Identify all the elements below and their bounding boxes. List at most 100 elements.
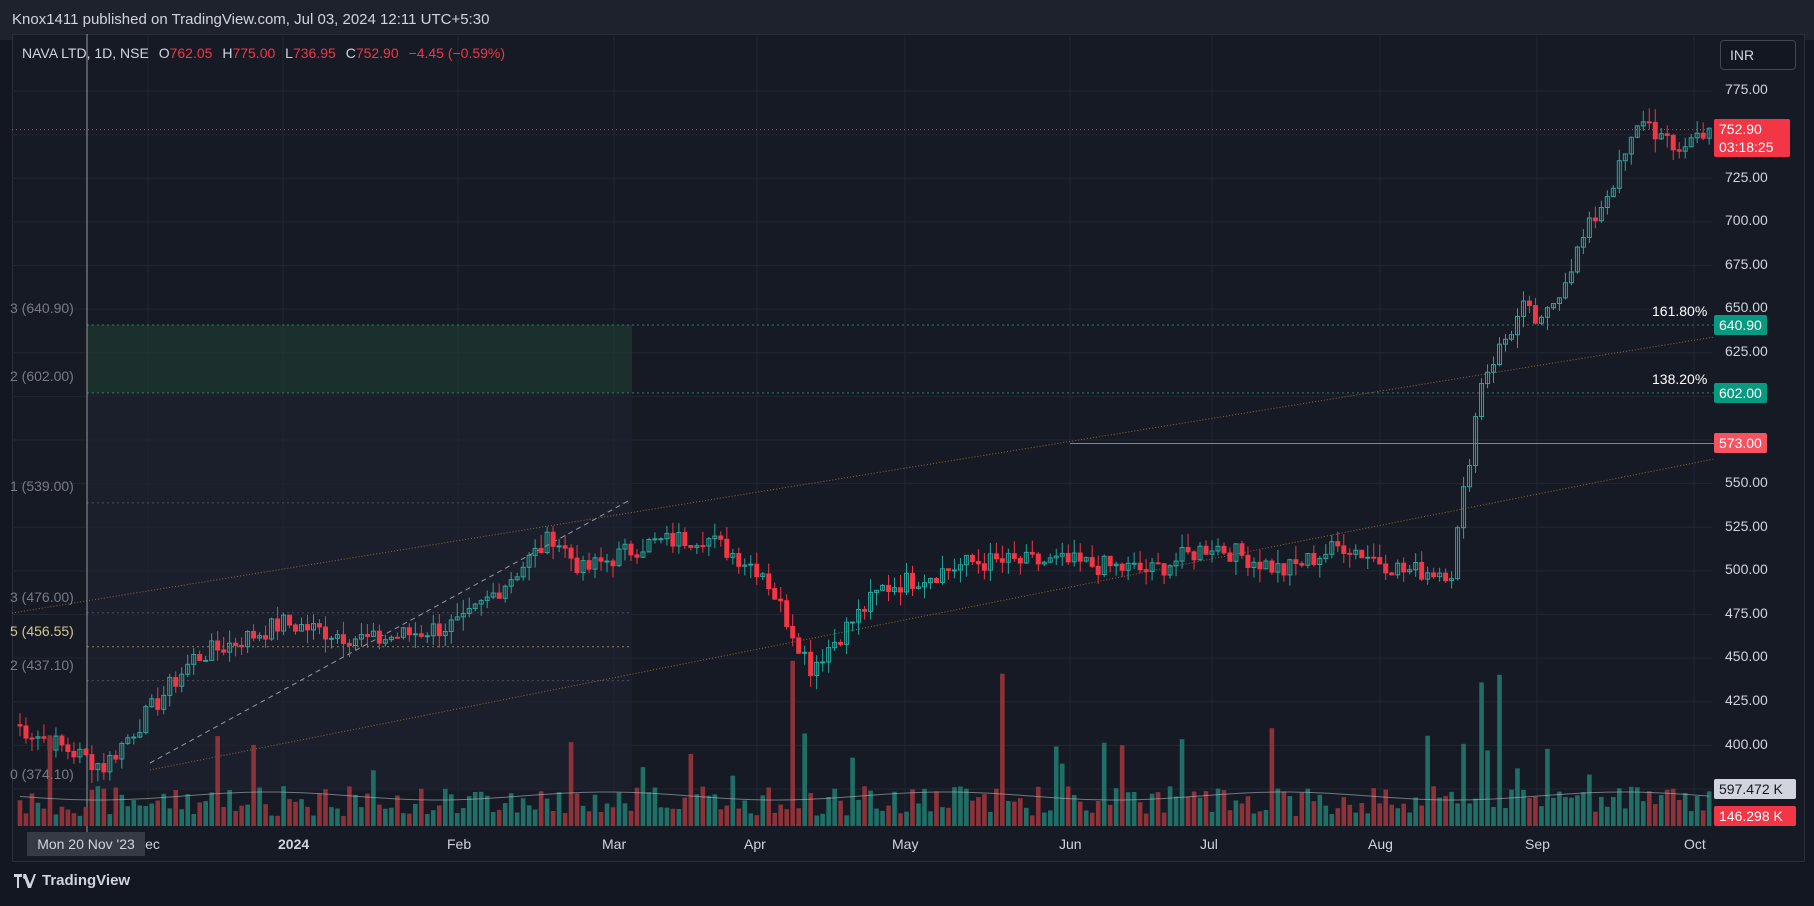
candle-body bbox=[586, 560, 592, 570]
volume-bar bbox=[1706, 791, 1712, 826]
volume-bar bbox=[676, 808, 682, 826]
volume-bar bbox=[1557, 791, 1562, 826]
volume-bar bbox=[592, 794, 598, 826]
candle-body bbox=[951, 569, 957, 572]
symbol-name[interactable]: NAVA LTD, 1D, NSE bbox=[22, 45, 149, 61]
volume-bar bbox=[431, 810, 436, 826]
candle-body bbox=[239, 644, 245, 648]
candle-body bbox=[844, 621, 850, 645]
volume-bar bbox=[341, 815, 346, 826]
candle-body bbox=[299, 624, 305, 632]
candle-body bbox=[388, 636, 394, 641]
volume-bar bbox=[526, 805, 532, 826]
candle-body bbox=[1257, 561, 1263, 570]
volume-bar bbox=[233, 810, 238, 826]
candle-body bbox=[1371, 556, 1377, 559]
candle-body bbox=[1377, 557, 1383, 565]
volume-bar bbox=[1485, 750, 1490, 826]
candle-body bbox=[1113, 563, 1119, 567]
volume-bar bbox=[23, 813, 29, 826]
candle-body bbox=[622, 543, 628, 550]
volume-bar bbox=[209, 792, 214, 826]
candle-body bbox=[430, 623, 436, 637]
candle-body bbox=[987, 553, 993, 571]
candle-body bbox=[1407, 569, 1413, 573]
volume-bar bbox=[1419, 805, 1424, 826]
candle-body bbox=[981, 563, 987, 571]
volume-bar bbox=[377, 804, 382, 826]
volume-bar bbox=[83, 806, 89, 826]
volume-bar bbox=[1000, 673, 1005, 826]
volume-bar bbox=[215, 736, 220, 826]
candle-body bbox=[1383, 563, 1389, 574]
volume-bar bbox=[1389, 804, 1394, 826]
low-value: 736.95 bbox=[292, 45, 336, 61]
volume-bar bbox=[383, 808, 388, 826]
price-tick-650: 650.00 bbox=[1725, 299, 1768, 315]
candle-body bbox=[1664, 133, 1670, 136]
candle-body bbox=[880, 584, 886, 591]
volume-bar bbox=[263, 804, 268, 826]
volume-bar bbox=[1137, 802, 1143, 826]
symbol-legend: NAVA LTD, 1D, NSE O762.05 H775.00 L736.9… bbox=[22, 45, 505, 61]
candle-body bbox=[1419, 561, 1425, 580]
volume-bar bbox=[1359, 803, 1365, 826]
volume-bar bbox=[634, 787, 640, 826]
volume-bar bbox=[922, 788, 927, 826]
volume-bar bbox=[293, 801, 298, 826]
candle-body bbox=[1179, 547, 1185, 562]
volume-bar bbox=[664, 807, 670, 826]
volume-bar bbox=[347, 786, 352, 826]
volume-bar bbox=[1035, 786, 1041, 826]
candle-body bbox=[197, 654, 203, 661]
volume-bar bbox=[1587, 774, 1592, 826]
candle-body bbox=[209, 640, 215, 661]
volume-bar bbox=[1395, 808, 1400, 826]
volume-bar bbox=[35, 802, 41, 826]
tradingview-logo[interactable]: TradingView bbox=[14, 872, 130, 889]
volume-bar bbox=[1245, 796, 1251, 826]
volume-bar bbox=[1455, 803, 1460, 826]
candle-body bbox=[598, 557, 604, 562]
candle-body bbox=[1592, 217, 1598, 222]
candle-body bbox=[185, 663, 191, 675]
candle-body bbox=[999, 558, 1005, 563]
price-tick-700: 700.00 bbox=[1725, 212, 1768, 228]
candle-body bbox=[113, 755, 119, 760]
candle-body bbox=[460, 612, 466, 618]
candle-body bbox=[71, 750, 77, 758]
volume-bar bbox=[700, 786, 706, 826]
candle-body bbox=[191, 654, 197, 665]
volume-bar bbox=[305, 806, 310, 826]
candle-body bbox=[53, 735, 59, 751]
volume-bar bbox=[1329, 814, 1335, 826]
volume-ma-tag: 597.472 K bbox=[1714, 779, 1796, 799]
candle-body bbox=[658, 538, 664, 541]
candle-body bbox=[1682, 146, 1688, 152]
volume-bar bbox=[1191, 791, 1197, 826]
volume-bar bbox=[119, 794, 125, 826]
candle-body bbox=[634, 554, 640, 558]
fib-left-374: 0 (374.10) bbox=[10, 766, 74, 782]
candle-body bbox=[1311, 552, 1317, 566]
candle-body bbox=[406, 627, 412, 636]
volume-bar bbox=[646, 792, 652, 826]
volume-bar bbox=[1305, 788, 1311, 826]
volume-bar bbox=[1125, 792, 1131, 826]
candle-body bbox=[1167, 565, 1173, 576]
candle-body bbox=[646, 538, 652, 553]
candle-body bbox=[1293, 559, 1299, 565]
candle-body bbox=[418, 633, 424, 637]
volume-bar bbox=[724, 805, 730, 826]
candle-body bbox=[1149, 562, 1155, 572]
candle-body bbox=[820, 661, 826, 664]
countdown-value: 03:18:25 bbox=[1719, 139, 1774, 155]
candle-body bbox=[1449, 578, 1455, 582]
currency-button[interactable]: INR bbox=[1720, 40, 1796, 70]
candle-body bbox=[760, 573, 766, 578]
candle-body bbox=[59, 735, 65, 746]
candle-body bbox=[1359, 549, 1365, 559]
candle-body bbox=[1071, 552, 1077, 563]
candle-body bbox=[904, 572, 910, 593]
